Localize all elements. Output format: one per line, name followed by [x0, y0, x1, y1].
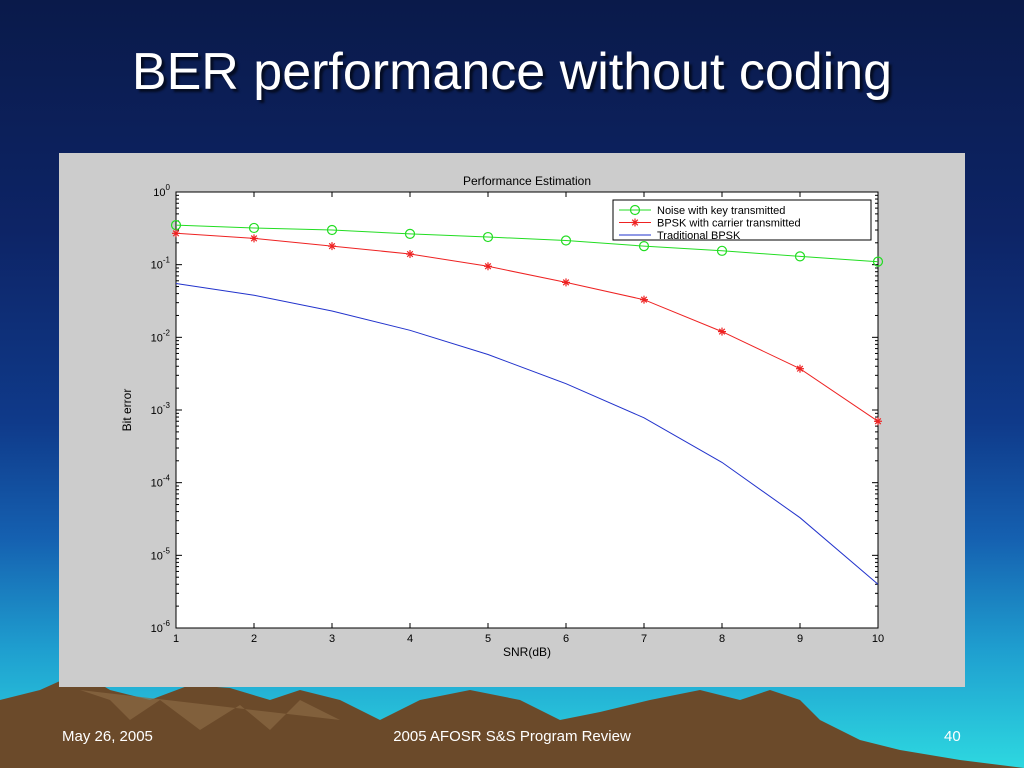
- legend-entry: BPSK with carrier transmitted: [619, 218, 801, 230]
- circle-marker: [638, 241, 650, 252]
- series-line: [175, 224, 879, 263]
- star-marker: [406, 250, 414, 259]
- chart-title: Performance Estimation: [463, 174, 591, 188]
- footer-page-number: 40: [944, 728, 961, 745]
- series-noise-with-key-transmitted: [170, 220, 884, 267]
- star-marker: [172, 229, 180, 238]
- x-tick-label: 8: [719, 633, 725, 645]
- data-series: [170, 220, 884, 585]
- y-axis-ticks: 100 10-1 10-2 10-3 10-4 10-5 10-6: [151, 183, 878, 635]
- footer-event: 2005 AFOSR S&S Program Review: [393, 728, 631, 745]
- chart-figure: Performance Estimation SNR(dB) Bit error…: [59, 153, 965, 687]
- star-marker: [631, 218, 639, 227]
- legend-label: Traditional BPSK: [657, 230, 741, 242]
- series-line: [175, 283, 879, 585]
- circle-marker: [326, 224, 338, 236]
- x-axis-ticks: 1 2 3 4 5 6 7 8 9 10: [173, 192, 884, 645]
- star-marker: [718, 327, 726, 336]
- y-axis-label: Bit error: [120, 389, 134, 432]
- x-tick-label: 6: [563, 633, 569, 645]
- circle-marker: [716, 245, 728, 256]
- circle-marker: [482, 231, 494, 243]
- circle-marker: [872, 256, 884, 267]
- x-tick-label: 9: [797, 633, 803, 645]
- y-tick-label: 100: [153, 183, 170, 199]
- circle-marker: [629, 204, 641, 216]
- y-tick-label: 10-3: [151, 401, 171, 417]
- y-tick-label: 10-1: [151, 256, 171, 272]
- circle-marker: [248, 222, 260, 234]
- series-bpsk-with-carrier-transmitted: [172, 229, 882, 426]
- x-tick-label: 2: [251, 633, 257, 645]
- circle-marker: [560, 235, 572, 246]
- plot-area: [175, 191, 879, 629]
- x-tick-label: 4: [407, 633, 413, 645]
- star-marker: [874, 417, 882, 426]
- legend-entry: Noise with key transmitted: [619, 204, 785, 217]
- star-marker: [484, 262, 492, 271]
- x-tick-label: 10: [872, 633, 884, 645]
- star-marker: [328, 242, 336, 251]
- mountain-range-shape: [0, 672, 1024, 768]
- x-tick-label: 5: [485, 633, 491, 645]
- ber-chart: Performance Estimation SNR(dB) Bit error…: [120, 174, 884, 659]
- legend-label: Noise with key transmitted: [657, 205, 785, 217]
- circle-marker: [404, 228, 416, 240]
- y-tick-label: 10-6: [151, 619, 171, 635]
- series-line: [175, 232, 879, 422]
- y-tick-label: 10-4: [151, 474, 171, 490]
- y-tick-label: 10-2: [151, 328, 171, 344]
- star-marker: [250, 234, 258, 243]
- footer-date: May 26, 2005: [62, 728, 153, 745]
- legend-entry: Traditional BPSK: [619, 230, 741, 242]
- legend-box: [612, 199, 872, 241]
- slide-title: BER performance without coding: [131, 43, 893, 101]
- x-tick-label: 7: [641, 633, 647, 645]
- legend-label: BPSK with carrier transmitted: [657, 218, 801, 230]
- star-marker: [640, 295, 648, 304]
- mountain-ridge-shape: [80, 690, 340, 730]
- y-tick-label: 10-5: [151, 546, 171, 562]
- x-axis-label: SNR(dB): [503, 645, 551, 659]
- star-marker: [796, 364, 804, 373]
- x-tick-label: 3: [329, 633, 335, 645]
- x-tick-label: 1: [173, 633, 179, 645]
- circle-marker: [794, 251, 806, 262]
- star-marker: [562, 278, 570, 287]
- series-traditional-bpsk: [175, 283, 879, 585]
